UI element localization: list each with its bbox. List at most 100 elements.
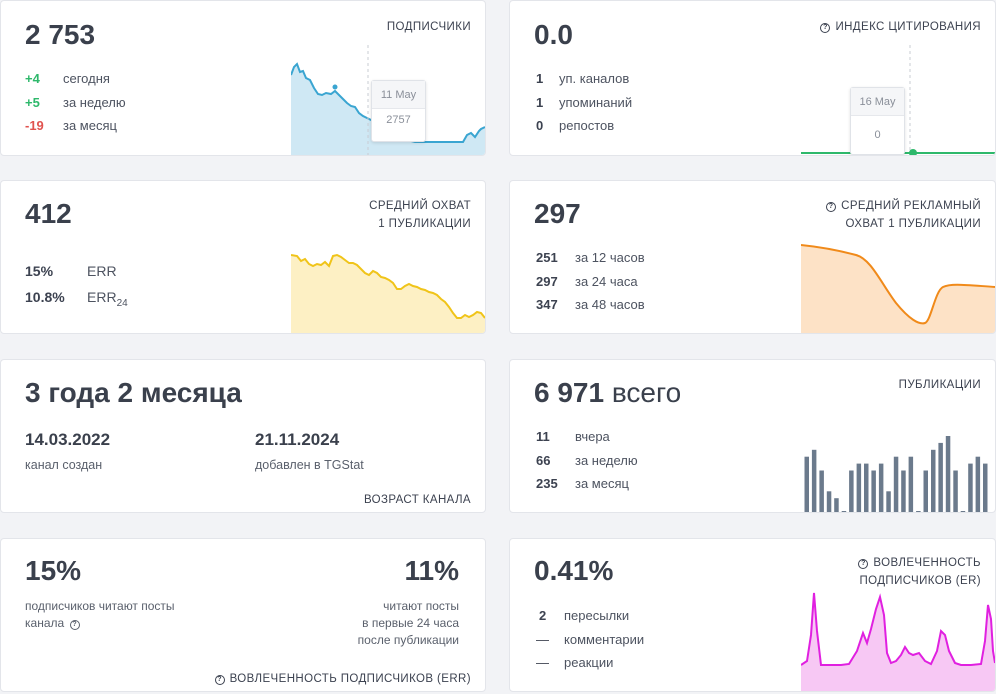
created-date: 14.03.2022 xyxy=(25,430,111,449)
subscribers-total: 2 753 xyxy=(25,19,96,50)
er-title-text: ВОВЛЕЧЕННОСТЬ xyxy=(873,557,981,569)
publication-bar[interactable] xyxy=(901,470,906,513)
question-icon[interactable]: ? xyxy=(858,559,869,569)
stat-value: 15% xyxy=(25,263,54,279)
subscribers-area xyxy=(291,64,485,155)
err-right-label-line2: в первые 24 часа xyxy=(362,616,459,630)
err-right-label: читают посты в первые 24 часа после публ… xyxy=(358,598,459,649)
reach-card[interactable]: 412 СРЕДНИЙ ОХВАТ 1 ПУБЛИКАЦИИ 15% ERR 1… xyxy=(0,180,486,334)
err-footer-text: ВОВЛЕЧЕННОСТЬ ПОДПИСЧИКОВ (ERR) xyxy=(229,673,471,685)
publication-bar[interactable] xyxy=(923,470,929,513)
reach-line xyxy=(291,253,485,319)
err-footer: ? ВОВЛЕЧЕННОСТЬ ПОДПИСЧИКОВ (ERR) xyxy=(214,673,471,685)
publication-bar[interactable] xyxy=(849,470,854,513)
publication-bar[interactable] xyxy=(953,470,958,513)
publications-title: ПУБЛИКАЦИИ xyxy=(898,379,981,391)
ad-reach-title: ? СРЕДНИЙ РЕКЛАМНЫЙ ОХВАТ 1 ПУБЛИКАЦИИ xyxy=(826,197,981,233)
reach-title-line1: СРЕДНИЙ ОХВАТ xyxy=(369,200,471,212)
er-chart[interactable] xyxy=(801,591,995,691)
reach-chart[interactable] xyxy=(291,253,485,333)
reach-title: СРЕДНИЙ ОХВАТ 1 ПУБЛИКАЦИИ xyxy=(369,197,471,233)
err-left-label-text: канала xyxy=(25,616,65,630)
stat-value: 347 xyxy=(536,297,558,312)
stat-label: ERR24 xyxy=(87,289,128,309)
citation-title: ? ИНДЕКС ЦИТИРОВАНИЯ xyxy=(820,18,981,36)
publications-bar-chart[interactable] xyxy=(803,432,989,512)
stat-value: 1 xyxy=(536,71,544,86)
ad-reach-total: 297 xyxy=(534,198,581,229)
publications-total-suffix: всего xyxy=(611,377,682,408)
stat-label: ERR xyxy=(87,263,117,279)
publication-bar[interactable] xyxy=(945,436,951,512)
publication-bar[interactable] xyxy=(871,470,876,513)
publication-bar[interactable] xyxy=(886,491,891,512)
stat-label: пересылки xyxy=(564,608,630,623)
stat-value: 297 xyxy=(536,274,558,289)
ad-reach-title-text: СРЕДНИЙ РЕКЛАМНЫЙ xyxy=(841,200,981,212)
err-right-label-line1: читают посты xyxy=(383,599,459,613)
err-right-label-line3: после публикации xyxy=(357,633,459,647)
citation-total: 0.0 xyxy=(534,19,573,50)
channel-age-card[interactable]: 3 года 2 месяца 14.03.2022 канал создан … xyxy=(0,359,486,513)
ad-reach-card[interactable]: 297 ? СРЕДНИЙ РЕКЛАМНЫЙ ОХВАТ 1 ПУБЛИКАЦИ… xyxy=(509,180,996,334)
stat-label: за 48 часов xyxy=(575,297,645,312)
stat-label: комментарии xyxy=(564,632,645,647)
err-card[interactable]: 15% подписчиков читают посты канала ? 11… xyxy=(0,538,486,692)
publication-bar[interactable] xyxy=(938,442,943,512)
publication-bar[interactable] xyxy=(878,463,884,512)
stat-value: -19 xyxy=(25,118,44,133)
stat-label: упоминаний xyxy=(559,95,633,110)
er-card[interactable]: 0.41% ? ВОВЛЕЧЕННОСТЬ ПОДПИСЧИКОВ (ER) 2 … xyxy=(509,538,996,692)
err-left-label: подписчиков читают посты канала ? xyxy=(25,598,175,632)
question-icon[interactable]: ? xyxy=(820,23,831,33)
publications-card[interactable]: 6 971 всего ПУБЛИКАЦИИ 11 вчера 66 за не… xyxy=(509,359,996,513)
publication-bar[interactable] xyxy=(916,511,921,512)
stat-value: 0 xyxy=(536,118,544,133)
question-icon[interactable]: ? xyxy=(69,620,80,630)
question-icon[interactable]: ? xyxy=(214,675,225,685)
tooltip-date: 11 May xyxy=(372,81,425,109)
er-total: 0.41% xyxy=(534,555,614,586)
citation-card[interactable]: 0.0 ? ИНДЕКС ЦИТИРОВАНИЯ 1 уп. каналов 1 … xyxy=(509,0,996,156)
stat-label: вчера xyxy=(575,429,610,444)
publication-bar[interactable] xyxy=(864,463,869,512)
publication-bar[interactable] xyxy=(834,498,839,512)
publication-bar[interactable] xyxy=(960,511,966,512)
question-icon[interactable]: ? xyxy=(826,202,837,212)
channel-age-footer: ВОЗРАСТ КАНАЛА xyxy=(363,494,471,506)
ad-reach-chart[interactable] xyxy=(801,243,995,333)
publication-bar[interactable] xyxy=(804,456,810,512)
publication-bar[interactable] xyxy=(908,456,914,512)
stat-label: за месяц xyxy=(575,476,629,491)
publication-bar[interactable] xyxy=(893,456,899,512)
added-label: добавлен в TGStat xyxy=(255,458,364,472)
publication-bar[interactable] xyxy=(826,491,832,512)
added-date: 21.11.2024 xyxy=(255,430,340,449)
publication-bar[interactable] xyxy=(968,463,973,512)
stat-value: +5 xyxy=(25,95,40,110)
er-area xyxy=(801,593,995,691)
subscribers-card[interactable]: 2 753 ПОДПИСЧИКИ +4 сегодня +5 за неделю… xyxy=(0,0,486,156)
stat-label: за неделю xyxy=(575,453,638,468)
er-title-line2: ПОДПИСЧИКОВ (ER) xyxy=(859,575,981,587)
publication-bar[interactable] xyxy=(819,470,824,513)
stat-label: сегодня xyxy=(63,71,110,86)
stat-label: за 24 часа xyxy=(575,274,638,289)
publication-bar[interactable] xyxy=(931,449,936,512)
ad-reach-area xyxy=(801,245,995,333)
reach-title-line2: 1 ПУБЛИКАЦИИ xyxy=(378,218,471,230)
stat-value: — xyxy=(536,655,549,670)
publication-bar[interactable] xyxy=(983,463,988,512)
stat-value: — xyxy=(536,632,549,647)
err-label: ERR xyxy=(87,289,117,305)
publication-bar[interactable] xyxy=(811,449,817,512)
channel-age-title: 3 года 2 месяца xyxy=(25,377,242,408)
stat-label: уп. каналов xyxy=(559,71,630,86)
citation-tooltip: 16 May 0 xyxy=(850,87,905,155)
ad-reach-title-line1: ? СРЕДНИЙ РЕКЛАМНЫЙ xyxy=(826,197,981,215)
stat-value: +4 xyxy=(25,71,40,86)
err-subscript: 24 xyxy=(116,297,128,309)
publication-bar[interactable] xyxy=(841,511,847,512)
publication-bar[interactable] xyxy=(975,456,981,512)
publication-bar[interactable] xyxy=(856,463,862,512)
